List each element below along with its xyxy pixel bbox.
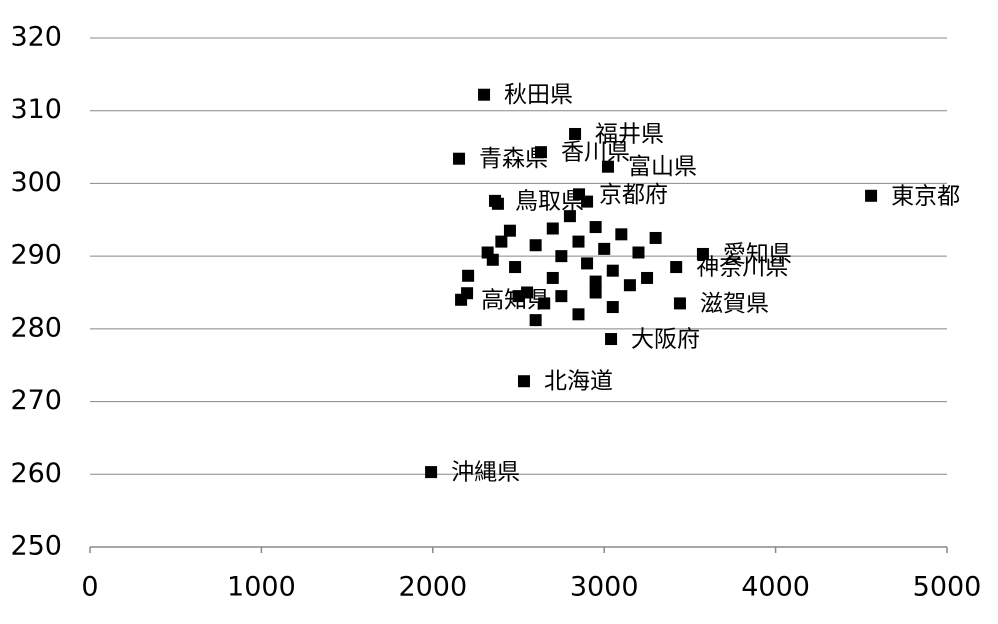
- point: [529, 314, 542, 327]
- point-label: 北海道: [544, 369, 613, 395]
- point: [425, 466, 438, 479]
- point: [563, 210, 576, 223]
- point: [606, 301, 619, 314]
- point: [581, 257, 594, 270]
- point: [589, 275, 602, 288]
- point: [569, 127, 582, 140]
- point: [555, 290, 568, 303]
- point: [478, 88, 491, 101]
- y-tick-label: 260: [10, 458, 62, 489]
- point-label: 香川県: [561, 140, 630, 166]
- x-tick-label: 4000: [741, 572, 810, 603]
- point-label: 神奈川県: [696, 255, 788, 281]
- point-label: 富山県: [628, 154, 697, 180]
- point: [865, 189, 878, 202]
- point: [589, 221, 602, 234]
- point: [486, 253, 499, 266]
- point-label: 青森県: [479, 146, 548, 172]
- point: [534, 146, 547, 159]
- point: [546, 222, 559, 235]
- point: [555, 250, 568, 263]
- y-tick-label: 290: [10, 240, 62, 271]
- x-tick-label: 5000: [913, 572, 982, 603]
- y-tick-label: 250: [10, 531, 62, 562]
- point: [503, 224, 516, 237]
- point: [495, 235, 508, 248]
- point-label: 東京都: [891, 183, 960, 209]
- point: [696, 247, 709, 260]
- point-label: 京都府: [599, 182, 668, 208]
- point: [632, 246, 645, 259]
- x-tick-label: 0: [81, 572, 98, 603]
- point: [641, 271, 654, 284]
- y-tick-label: 320: [10, 22, 62, 53]
- point-label: 鳥取県: [515, 188, 584, 214]
- point: [491, 197, 504, 210]
- point: [461, 287, 474, 300]
- point-label: 愛知県: [723, 241, 792, 267]
- x-tick-label: 2000: [398, 572, 467, 603]
- point: [606, 264, 619, 277]
- point: [572, 308, 585, 321]
- point: [538, 297, 551, 310]
- point-label: 福井県: [595, 121, 664, 147]
- point-label: 沖縄県: [451, 460, 520, 486]
- point: [670, 261, 683, 274]
- point: [601, 160, 614, 173]
- point: [572, 235, 585, 248]
- y-tick-label: 270: [10, 385, 62, 416]
- point: [605, 333, 618, 346]
- point-label: 高知県: [481, 287, 550, 313]
- point: [589, 286, 602, 299]
- point: [462, 269, 475, 282]
- point: [673, 297, 686, 310]
- point: [546, 271, 559, 284]
- point: [623, 279, 636, 292]
- x-tick-label: 3000: [570, 572, 639, 603]
- y-tick-label: 310: [10, 94, 62, 125]
- y-tick-label: 280: [10, 312, 62, 343]
- point: [615, 228, 628, 241]
- point-label: 滋賀県: [700, 291, 769, 317]
- x-tick-label: 1000: [227, 572, 296, 603]
- point: [581, 195, 594, 208]
- point: [517, 375, 530, 388]
- point: [509, 261, 522, 274]
- point-label: 秋田県: [504, 82, 573, 108]
- point: [512, 290, 525, 303]
- point: [598, 242, 611, 255]
- y-tick-label: 300: [10, 167, 62, 198]
- point: [453, 152, 466, 165]
- point-label: 大阪府: [631, 327, 700, 353]
- point: [529, 239, 542, 252]
- point: [649, 231, 662, 244]
